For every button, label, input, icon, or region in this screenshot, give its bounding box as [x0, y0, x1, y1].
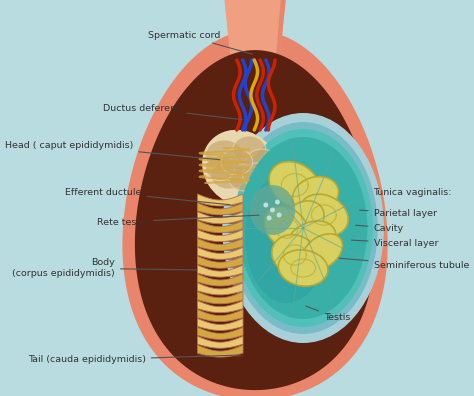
Polygon shape: [198, 318, 243, 330]
Ellipse shape: [300, 194, 348, 236]
Ellipse shape: [206, 156, 235, 181]
Polygon shape: [198, 336, 243, 348]
Ellipse shape: [228, 165, 262, 191]
Polygon shape: [198, 212, 243, 224]
Text: Visceral layer: Visceral layer: [352, 238, 438, 248]
Polygon shape: [198, 301, 243, 313]
Polygon shape: [198, 327, 243, 339]
Ellipse shape: [282, 201, 324, 239]
Polygon shape: [198, 265, 243, 268]
Ellipse shape: [287, 221, 336, 259]
Text: Body
(corpus epididymidis): Body (corpus epididymidis): [12, 258, 197, 278]
Text: Tunica vaginalis:: Tunica vaginalis:: [374, 187, 452, 196]
Polygon shape: [198, 292, 243, 304]
Polygon shape: [198, 256, 243, 268]
Polygon shape: [224, 0, 286, 105]
Text: Parietal layer: Parietal layer: [360, 209, 437, 217]
Polygon shape: [198, 274, 243, 286]
Polygon shape: [198, 256, 243, 259]
Ellipse shape: [245, 173, 328, 303]
Polygon shape: [198, 310, 243, 322]
Polygon shape: [198, 248, 243, 259]
Ellipse shape: [277, 213, 282, 217]
Ellipse shape: [243, 163, 273, 187]
Polygon shape: [198, 354, 243, 357]
Text: Ductus deferens: Ductus deferens: [103, 103, 242, 120]
Polygon shape: [198, 345, 243, 348]
Polygon shape: [198, 203, 243, 206]
Polygon shape: [198, 238, 243, 250]
Polygon shape: [198, 327, 243, 331]
Ellipse shape: [221, 149, 253, 175]
Ellipse shape: [211, 161, 246, 189]
Polygon shape: [198, 265, 243, 277]
Ellipse shape: [218, 72, 292, 137]
Polygon shape: [198, 221, 243, 224]
Polygon shape: [198, 336, 243, 339]
Text: Testis: Testis: [306, 306, 350, 322]
Polygon shape: [198, 194, 243, 206]
Polygon shape: [198, 238, 243, 242]
Text: Efferent ductule: Efferent ductule: [65, 187, 230, 205]
Ellipse shape: [202, 130, 280, 206]
Ellipse shape: [270, 208, 275, 213]
Text: Cavity: Cavity: [356, 223, 404, 232]
Text: Rete testis: Rete testis: [97, 215, 259, 227]
Polygon shape: [198, 229, 243, 233]
Ellipse shape: [267, 215, 272, 221]
Polygon shape: [142, 62, 368, 376]
Polygon shape: [122, 30, 388, 396]
Ellipse shape: [275, 200, 280, 204]
Ellipse shape: [264, 206, 309, 249]
Ellipse shape: [250, 185, 295, 235]
Polygon shape: [198, 309, 243, 313]
Ellipse shape: [269, 162, 320, 208]
Text: Spermatic cord: Spermatic cord: [148, 30, 252, 54]
Ellipse shape: [302, 234, 343, 270]
Polygon shape: [198, 247, 243, 251]
Ellipse shape: [222, 113, 384, 343]
Polygon shape: [228, 75, 282, 110]
Ellipse shape: [264, 202, 268, 208]
Polygon shape: [198, 301, 243, 304]
Ellipse shape: [272, 235, 318, 275]
Polygon shape: [198, 230, 243, 242]
Ellipse shape: [206, 140, 243, 170]
Polygon shape: [274, 0, 286, 80]
Polygon shape: [198, 345, 243, 357]
Polygon shape: [198, 283, 243, 295]
Text: Seminiferous tubule: Seminiferous tubule: [339, 258, 469, 270]
Ellipse shape: [234, 129, 373, 327]
Text: Head ( caput epididymidis): Head ( caput epididymidis): [5, 141, 220, 160]
Polygon shape: [198, 318, 243, 322]
Polygon shape: [135, 50, 375, 390]
Polygon shape: [198, 211, 243, 215]
Polygon shape: [198, 274, 243, 277]
Ellipse shape: [246, 149, 277, 175]
Polygon shape: [198, 291, 243, 295]
Polygon shape: [198, 221, 243, 233]
Ellipse shape: [278, 250, 328, 286]
Polygon shape: [198, 203, 243, 215]
Ellipse shape: [292, 177, 338, 213]
Text: Tail (cauda epididymidis): Tail (cauda epididymidis): [27, 355, 238, 364]
Ellipse shape: [228, 122, 378, 334]
Ellipse shape: [239, 137, 367, 319]
Polygon shape: [198, 283, 243, 286]
Ellipse shape: [233, 136, 266, 164]
